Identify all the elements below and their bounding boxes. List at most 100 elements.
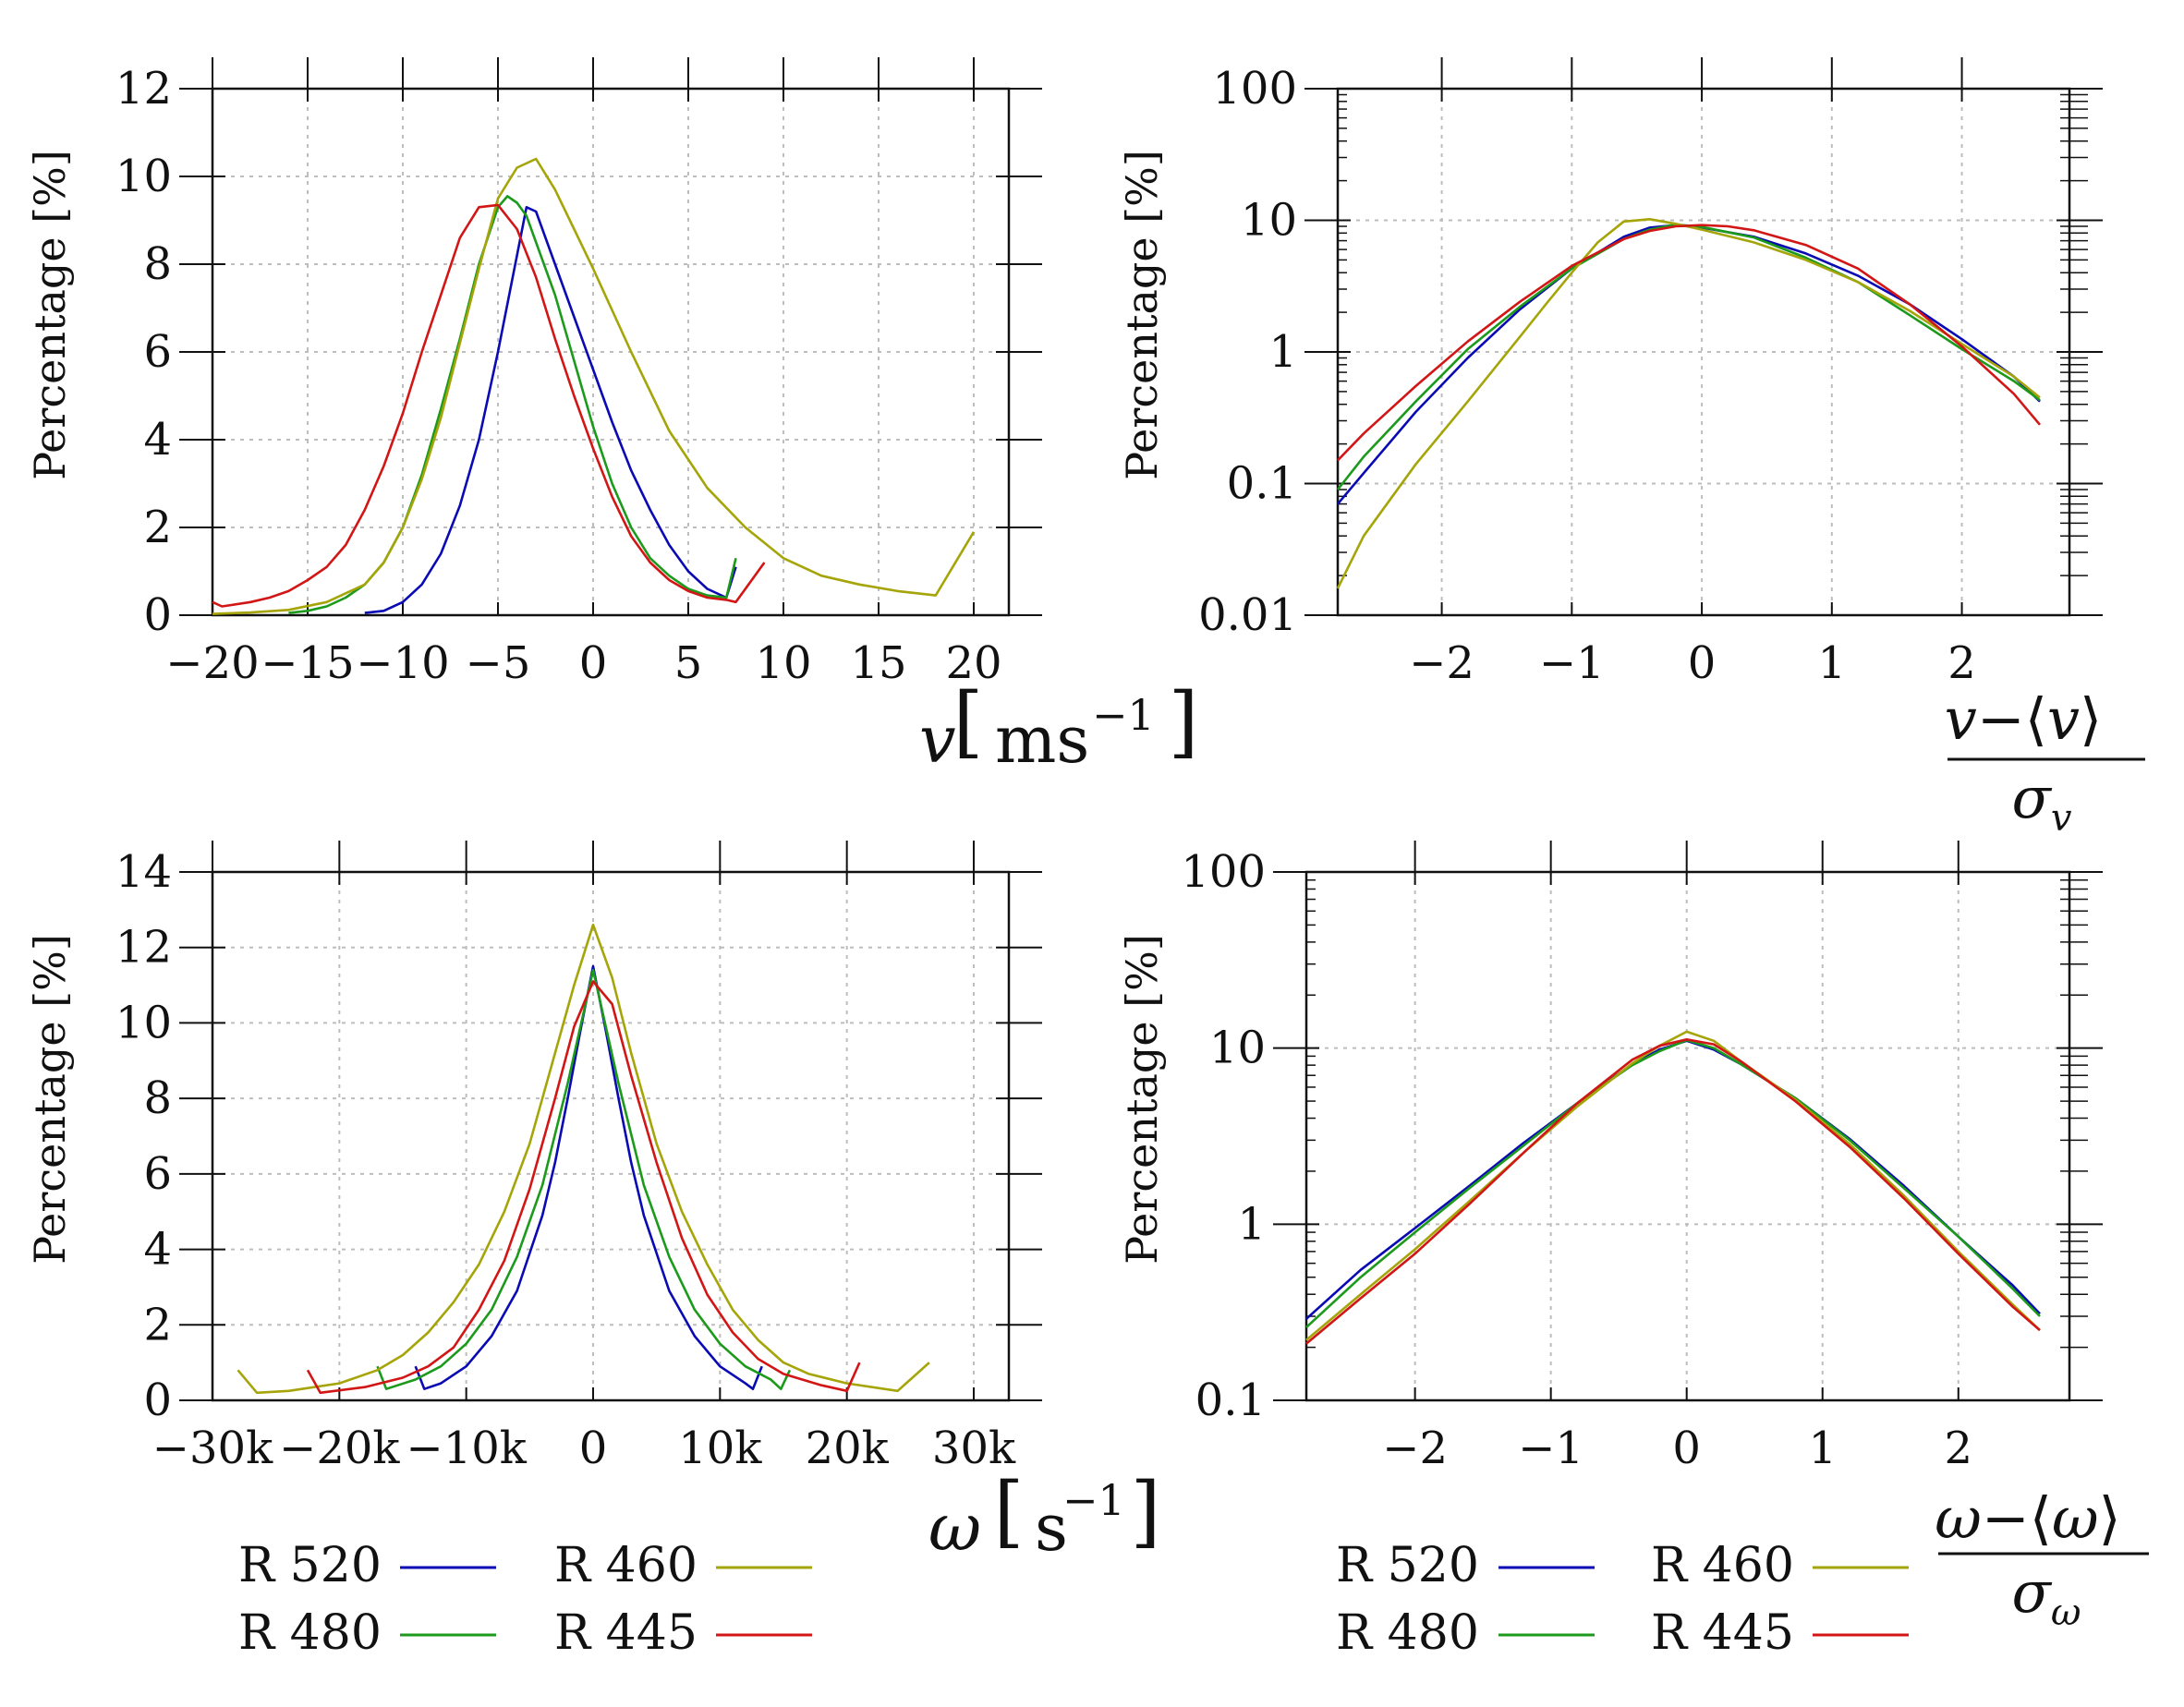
- x-tick-label: 10k: [678, 1422, 762, 1474]
- x-tick-label: −1: [1539, 637, 1605, 689]
- y-tick-label: 8: [143, 1072, 172, 1124]
- x-tick-label: −5: [466, 637, 531, 689]
- y-tick-label: 10: [115, 997, 172, 1048]
- plot-frame: [211, 870, 1011, 1402]
- vorticity-histogram-panel: −30k −20k −10k 0 10k 20k 30k 0 2 4 6 8 10 12 14 Percent…: [25, 841, 1042, 1474]
- series-line-r480: [288, 195, 737, 614]
- series-line-r480: [376, 968, 792, 1390]
- x-tick-label: 1: [1808, 1422, 1837, 1474]
- x-tick-label: 5: [674, 637, 703, 689]
- series-line-r445: [1305, 1038, 2041, 1345]
- x-tick-label: −2: [1409, 637, 1474, 689]
- plot-frame: [1304, 870, 2071, 1402]
- y-tick-label: 6: [143, 326, 172, 378]
- x-tick-label: −2: [1382, 1422, 1448, 1474]
- plot-frame: [211, 87, 1011, 617]
- x-tick-label: −20k: [279, 1422, 400, 1474]
- y-tick-label: 100: [1212, 63, 1297, 115]
- series-line-r460: [237, 923, 930, 1395]
- x-label-variable: ω: [928, 1490, 981, 1566]
- y-tick-label: 0: [143, 1374, 172, 1426]
- denominator: σω: [2012, 1558, 2081, 1634]
- y-tick-label: 12: [115, 63, 172, 115]
- x-label-bracket-right: ]: [1131, 1466, 1161, 1556]
- velocity-normalized-x-axis-label: v−⟨v⟩ σv: [1945, 685, 2145, 840]
- legend-left: R 520 R 480 R 460 R 445: [238, 1538, 812, 1661]
- x-tick-label: 0: [1672, 1422, 1701, 1474]
- y-axis-label: Percentage [%]: [1117, 150, 1167, 480]
- y-axis-label: Percentage [%]: [25, 150, 75, 480]
- legend-right: R 520 R 480 R 460 R 445: [1336, 1538, 1909, 1661]
- y-axis-label: Percentage [%]: [1117, 934, 1167, 1265]
- velocity-normalized-panel: −2 −1 0 1 2 0.01 0.1 1 10 100 Percentage [%]: [1117, 57, 2103, 689]
- series-line-r520: [364, 206, 737, 614]
- x-tick-label: 0: [579, 1422, 608, 1474]
- vorticity-normalized-x-axis-label: ω−⟨ω⟩ σω: [1935, 1484, 2149, 1634]
- legend-label-r460: R 460: [1651, 1538, 1794, 1593]
- y-tick-label: 0.1: [1227, 458, 1297, 510]
- series-line-r445: [306, 980, 861, 1395]
- x-label-unit: s: [1035, 1490, 1068, 1566]
- x-tick-label: −10k: [406, 1422, 527, 1474]
- x-tick-label: 20: [945, 637, 1001, 689]
- y-tick-label: 12: [115, 922, 172, 974]
- y-tick-label: 0.1: [1195, 1374, 1266, 1426]
- y-tick-label: 14: [115, 846, 172, 898]
- series-line-r520: [1305, 1039, 2041, 1320]
- series-line-r480: [1305, 1038, 2041, 1328]
- x-tick-label: −15: [261, 637, 354, 689]
- x-tick-label: 2: [1947, 637, 1976, 689]
- series-line-r460: [212, 157, 976, 615]
- x-tick-label: 30k: [932, 1422, 1016, 1474]
- plot-frame: [1336, 87, 2071, 617]
- velocity-x-axis-label: v [ ms −1 ]: [919, 676, 1198, 778]
- x-tick-label: 2: [1945, 1422, 1973, 1474]
- x-label-exponent: −1: [1062, 1475, 1125, 1525]
- numerator: v−⟨v⟩: [1945, 685, 2102, 753]
- y-tick-label: 10: [115, 151, 172, 202]
- x-tick-label: −20: [165, 637, 259, 689]
- x-label-unit: ms: [995, 702, 1089, 778]
- x-tick-label: −1: [1518, 1422, 1583, 1474]
- x-tick-label: 0: [579, 637, 608, 689]
- x-label-variable: v: [919, 702, 956, 778]
- series-line-r460: [1336, 218, 2041, 589]
- x-tick-label: 0: [1688, 637, 1717, 689]
- y-tick-label: 8: [143, 238, 172, 290]
- x-label-exponent: −1: [1092, 690, 1155, 740]
- x-tick-label: −10: [356, 637, 449, 689]
- y-tick-label: 100: [1181, 846, 1266, 898]
- legend-label-r520: R 520: [1336, 1538, 1479, 1593]
- y-tick-label: 4: [143, 1224, 172, 1276]
- y-axis-label: Percentage [%]: [25, 934, 75, 1265]
- x-tick-label: 10: [755, 637, 811, 689]
- x-label-bracket-left: [: [953, 676, 984, 767]
- y-tick-label: 0.01: [1198, 589, 1297, 641]
- vorticity-x-axis-label: ω [ s −1 ]: [928, 1466, 1160, 1566]
- series-line-r520: [414, 964, 763, 1390]
- y-tick-label: 2: [143, 502, 172, 553]
- x-label-bracket-right: ]: [1169, 676, 1199, 767]
- series-line-r445: [212, 203, 766, 608]
- legend-label-r460: R 460: [554, 1538, 698, 1593]
- legend-label-r445: R 445: [554, 1605, 698, 1661]
- vorticity-normalized-panel: −2 −1 0 1 2 0.1 1 10 100 Percentage [%]: [1117, 841, 2103, 1474]
- legend-label-r480: R 480: [238, 1605, 382, 1661]
- x-tick-label: 15: [850, 637, 906, 689]
- y-tick-label: 10: [1209, 1023, 1266, 1074]
- legend-label-r480: R 480: [1336, 1605, 1479, 1661]
- y-tick-label: 2: [143, 1299, 172, 1350]
- series-line-r460: [1305, 1030, 2041, 1341]
- x-tick-label: −30k: [152, 1422, 273, 1474]
- x-label-bracket-left: [: [994, 1466, 1025, 1556]
- y-tick-label: 1: [1237, 1198, 1266, 1250]
- y-tick-label: 10: [1241, 195, 1297, 247]
- legend-label-r445: R 445: [1651, 1605, 1794, 1661]
- y-tick-label: 0: [143, 589, 172, 641]
- series-line-r480: [1336, 223, 2041, 490]
- denominator: σv: [2012, 764, 2072, 840]
- series-line-r445: [1337, 224, 2041, 462]
- velocity-histogram-panel: −20 −15 −10 −5 0 5 10 15 20 0 2 4 6 8 10 12 Percentage […: [25, 57, 1042, 689]
- series-line-r520: [1337, 224, 2041, 505]
